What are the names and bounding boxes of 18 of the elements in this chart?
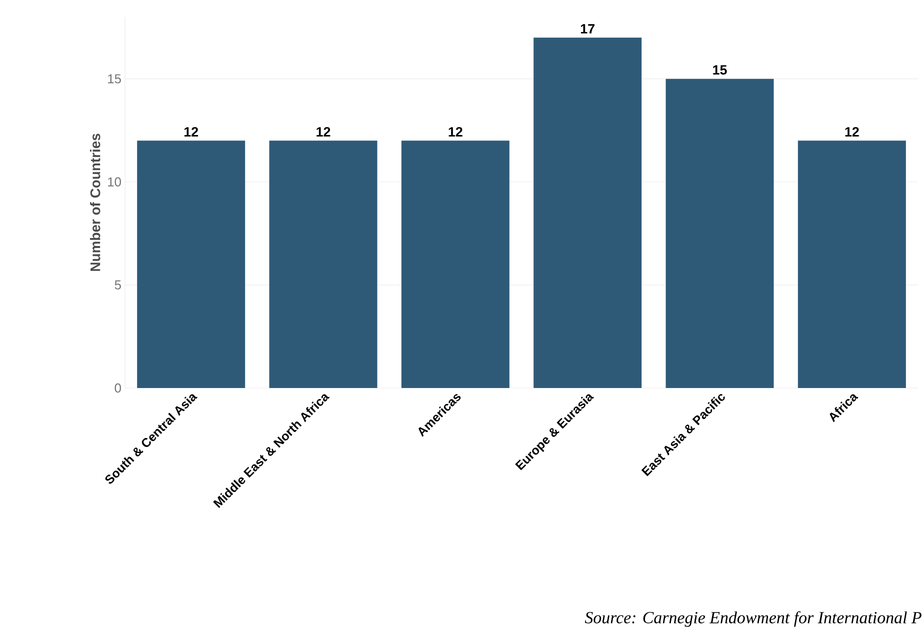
data-label: 12 (448, 127, 462, 136)
bar (269, 140, 378, 388)
data-label: 12 (316, 127, 330, 136)
data-label: 17 (580, 24, 594, 34)
bar (666, 78, 774, 388)
y-tick-label: 15 (108, 74, 121, 84)
y-tick-label: 0 (114, 383, 121, 393)
data-label: 15 (713, 65, 727, 75)
bar (534, 38, 642, 388)
y-tick-label: 5 (114, 280, 121, 290)
data-label: 12 (184, 127, 198, 136)
data-label: 12 (845, 127, 859, 136)
y-axis-title: Number of Countries (90, 134, 100, 271)
y-tick-label: 10 (108, 177, 121, 186)
bar (401, 140, 510, 388)
bar (137, 140, 246, 388)
bar (798, 140, 906, 388)
source-note: Source: Carnegie Endowment for International P (584, 611, 922, 627)
